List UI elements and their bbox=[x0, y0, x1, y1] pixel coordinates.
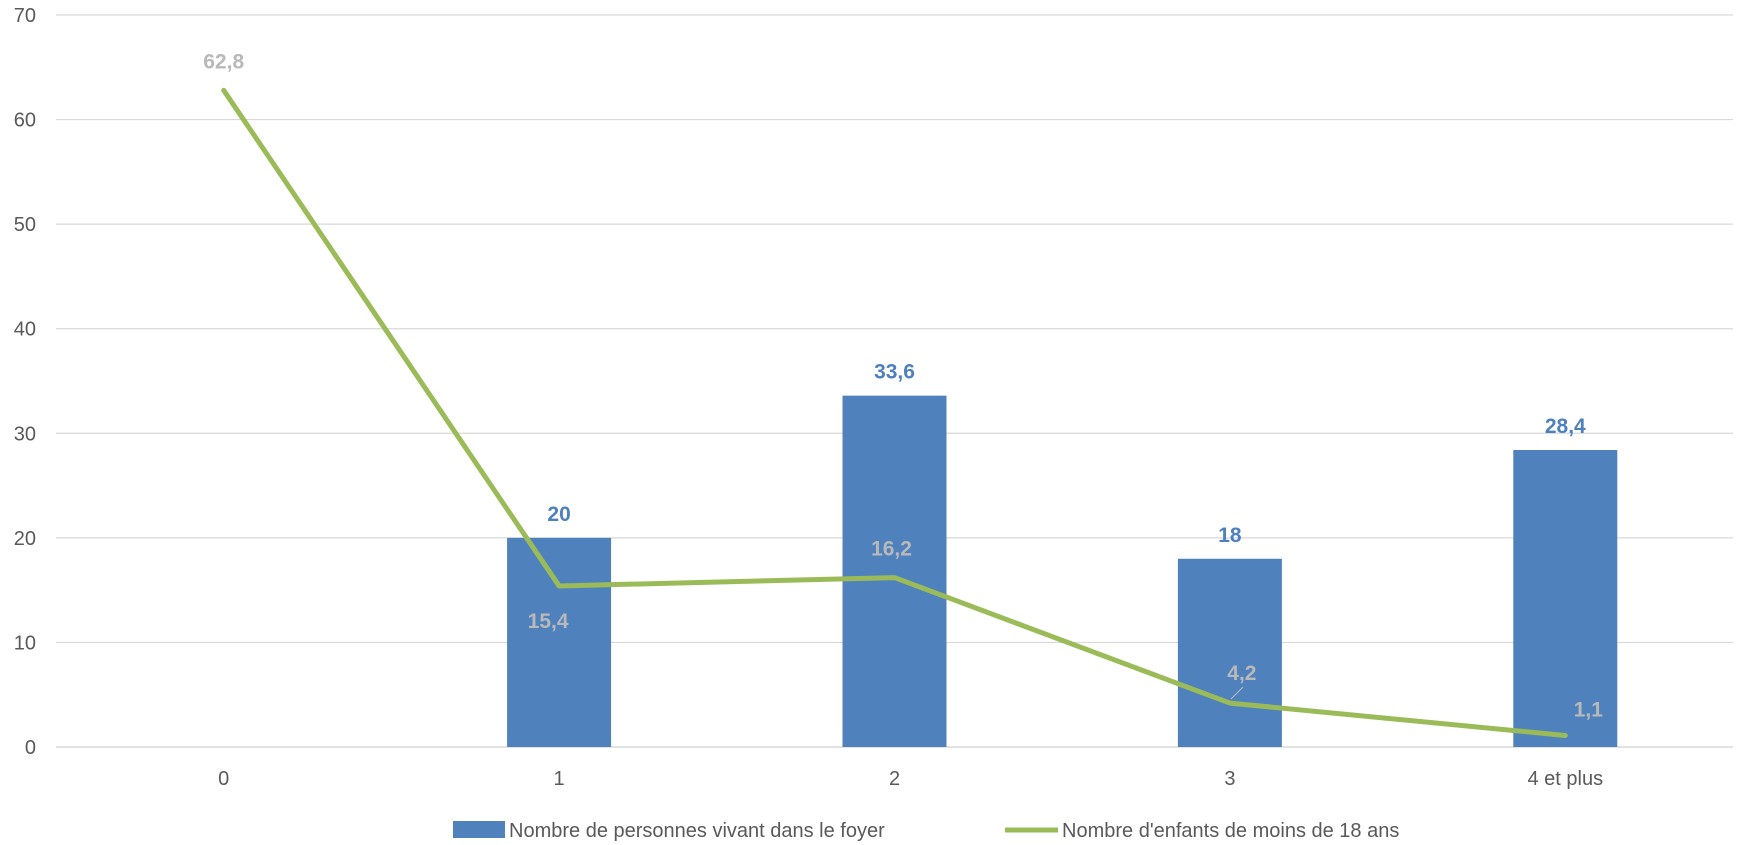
line-value-label: 62,8 bbox=[203, 50, 244, 73]
line-value-label: 1,1 bbox=[1574, 698, 1604, 721]
x-tick-label: 1 bbox=[554, 768, 565, 790]
bar-value-label: 33,6 bbox=[874, 361, 915, 384]
y-tick-label: 30 bbox=[14, 423, 36, 445]
legend-label-line: Nombre d'enfants de moins de 18 ans bbox=[1062, 820, 1399, 842]
bar bbox=[843, 396, 947, 747]
bar bbox=[1178, 559, 1282, 747]
y-tick-label: 50 bbox=[14, 214, 36, 236]
y-tick-label: 20 bbox=[14, 528, 36, 550]
line-value-label: 16,2 bbox=[871, 538, 912, 561]
y-tick-label: 10 bbox=[14, 632, 36, 654]
legend-label-bar: Nombre de personnes vivant dans le foyer bbox=[509, 820, 885, 842]
line-value-label: 15,4 bbox=[528, 610, 569, 633]
legend-swatch-bar bbox=[453, 821, 505, 838]
x-tick-label: 4 et plus bbox=[1527, 768, 1603, 790]
bar-value-label: 20 bbox=[547, 503, 570, 526]
y-tick-label: 40 bbox=[14, 319, 36, 341]
axis-layer: 0 10 20 30 40 50 60 70 0 1 2 3 4 et plus bbox=[14, 5, 1603, 790]
y-tick-label: 70 bbox=[14, 5, 36, 27]
legend-layer: Nombre de personnes vivant dans le foyer… bbox=[453, 820, 1399, 842]
y-tick-label: 0 bbox=[25, 737, 36, 759]
bar-layer bbox=[507, 396, 1617, 747]
x-tick-label: 0 bbox=[218, 768, 229, 790]
bar bbox=[507, 538, 611, 747]
x-tick-label: 2 bbox=[889, 768, 900, 790]
bar-value-label: 18 bbox=[1218, 524, 1242, 547]
bar-value-label: 28,4 bbox=[1545, 415, 1586, 438]
y-tick-label: 60 bbox=[14, 110, 36, 132]
x-tick-label: 3 bbox=[1224, 768, 1235, 790]
line-value-label: 4,2 bbox=[1227, 662, 1256, 685]
